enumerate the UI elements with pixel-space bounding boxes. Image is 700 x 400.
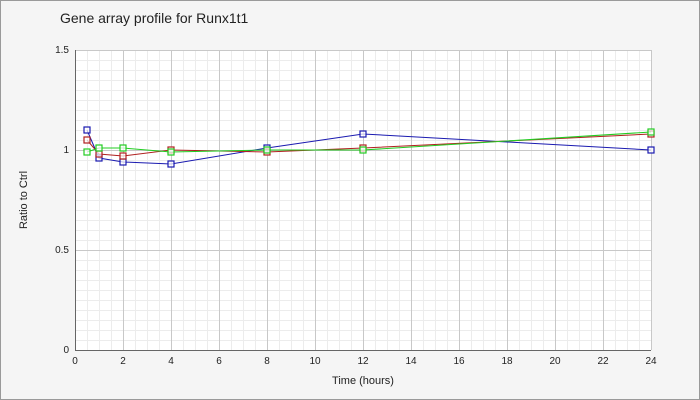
- data-point-marker: [95, 144, 103, 152]
- data-point-marker: [83, 126, 91, 134]
- x-axis-label: Time (hours): [332, 375, 394, 387]
- y-axis-label: Ratio to Ctrl: [18, 171, 30, 229]
- data-point-marker: [83, 136, 91, 144]
- data-point-marker: [359, 130, 367, 138]
- x-tick-label: 16: [453, 356, 465, 367]
- x-tick-label: 24: [645, 356, 657, 367]
- y-tick-label: 1.5: [55, 45, 69, 56]
- data-point-marker: [119, 152, 127, 160]
- x-tick-label: 4: [168, 356, 174, 367]
- x-tick-label: 14: [405, 356, 417, 367]
- x-tick-label: 2: [120, 356, 126, 367]
- x-tick-label: 8: [264, 356, 270, 367]
- data-point-marker: [119, 158, 127, 166]
- data-point-marker: [359, 146, 367, 154]
- data-point-marker: [167, 148, 175, 156]
- x-tick-label: 22: [597, 356, 609, 367]
- x-tick-label: 12: [357, 356, 369, 367]
- x-tick-label: 6: [216, 356, 222, 367]
- data-point-marker: [647, 146, 655, 154]
- y-tick-label: 1: [63, 145, 69, 156]
- data-point-marker: [95, 150, 103, 158]
- data-point-marker: [83, 148, 91, 156]
- data-point-marker: [119, 144, 127, 152]
- y-tick-label: 0: [63, 345, 69, 356]
- x-tick-label: 10: [309, 356, 321, 367]
- data-point-marker: [647, 128, 655, 136]
- data-point-marker: [263, 146, 271, 154]
- x-tick-label: 20: [549, 356, 561, 367]
- y-tick-label: 0.5: [55, 245, 69, 256]
- chart-title: Gene array profile for Runx1t1: [60, 10, 249, 26]
- x-tick-label: 18: [501, 356, 513, 367]
- series-3: [83, 128, 655, 156]
- data-point-marker: [167, 160, 175, 168]
- x-tick-label: 0: [72, 356, 78, 367]
